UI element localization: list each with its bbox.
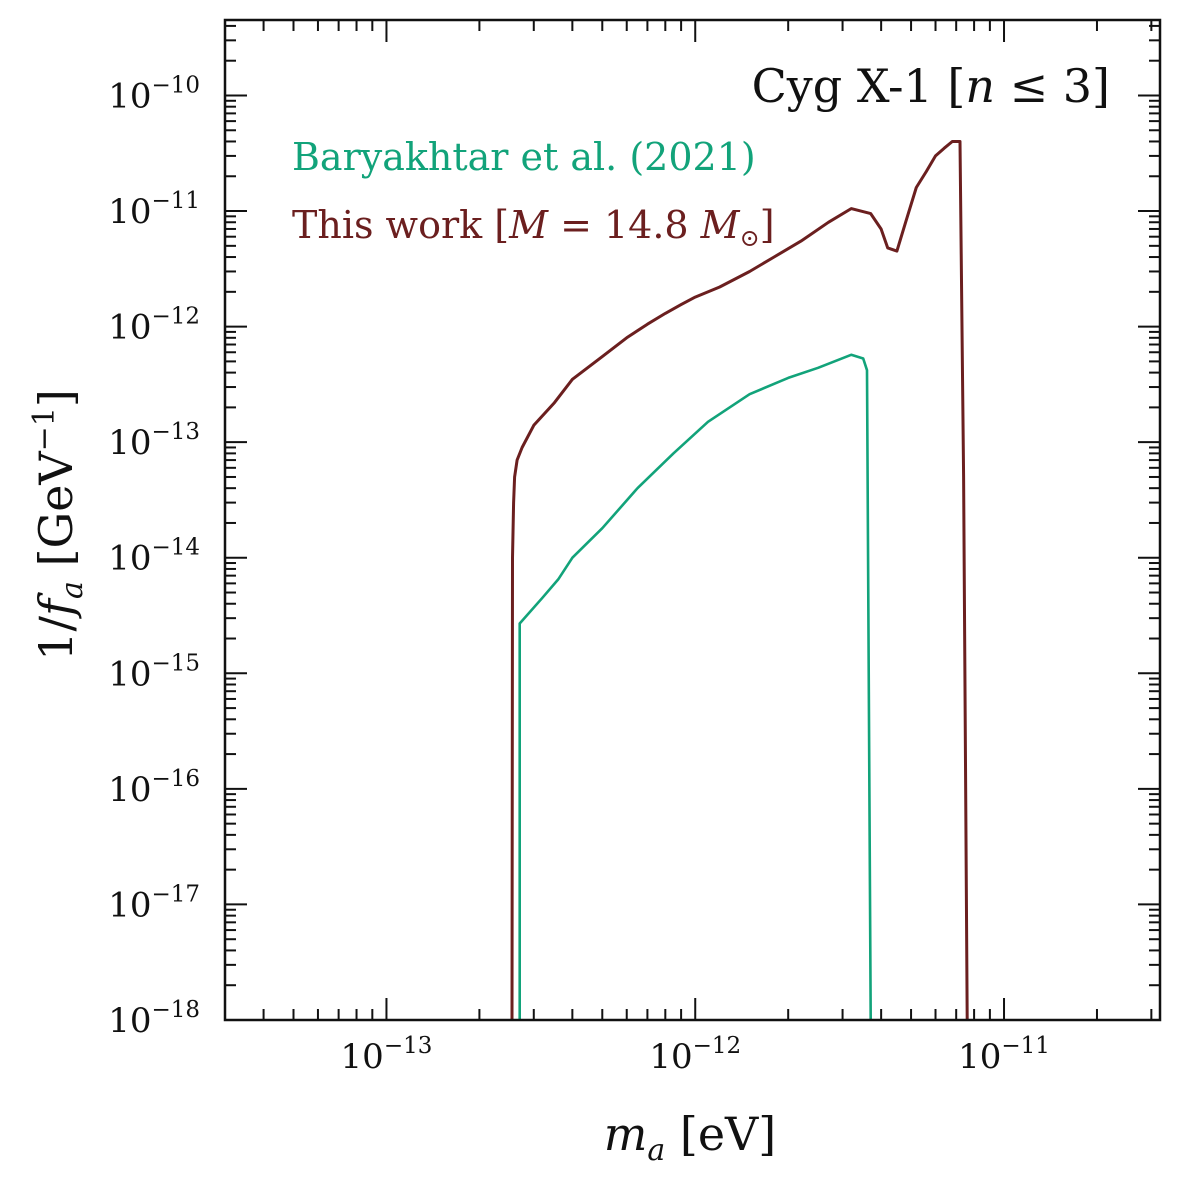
legend-entry-baryakhtar: Baryakhtar et al. (2021) <box>292 135 756 179</box>
x-tick-label: 10−11 <box>958 1033 1050 1077</box>
series-layer <box>510 140 969 1021</box>
y-tick-label: 10−10 <box>108 72 200 116</box>
y-tick-label: 10−12 <box>108 304 200 348</box>
x-tick-labels: 10−13 10−12 10−11 <box>341 1033 1050 1077</box>
x-tick-label: 10−13 <box>341 1033 433 1077</box>
y-tick-label: 10−13 <box>108 419 200 463</box>
y-tick-label: 10−17 <box>108 881 200 925</box>
y-tick-label: 10−11 <box>108 188 200 232</box>
x-tick-label: 10−12 <box>649 1033 741 1077</box>
y-axis-label: 1/fa [GeV−1] <box>27 389 90 661</box>
plot-frame <box>223 18 1162 1022</box>
series-line-baryakhtar <box>518 353 872 1021</box>
ticks-layer <box>224 20 1160 1021</box>
series-line-this-work <box>510 140 969 1021</box>
y-tick-label: 10−16 <box>108 766 200 810</box>
y-tick-label: 10−14 <box>108 535 200 579</box>
y-tick-label: 10−18 <box>108 997 200 1041</box>
chart-title: Cyg X-1 [n ≤ 3] <box>752 59 1110 113</box>
legend-entry-this-work: This work [M = 14.8 M⊙] <box>292 203 775 252</box>
x-axis-label: ma [eV] <box>604 1107 776 1168</box>
y-tick-label: 10−15 <box>108 650 200 694</box>
legend: Baryakhtar et al. (2021) This work [M = … <box>292 135 775 252</box>
y-tick-labels: 10−18 10−17 10−16 10−15 10−14 10−13 10−12 10−11… <box>108 72 200 1041</box>
